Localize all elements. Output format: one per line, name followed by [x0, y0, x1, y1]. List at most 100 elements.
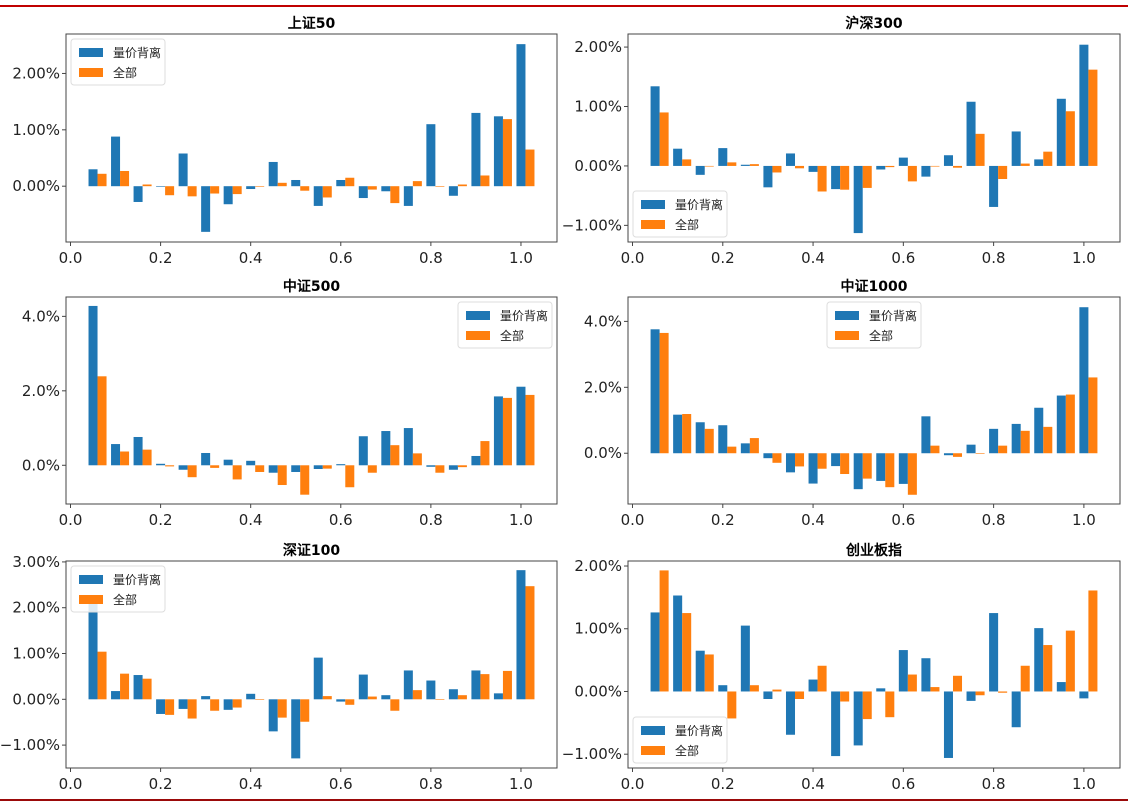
bar-divergence [718, 685, 728, 692]
bar-divergence [650, 329, 660, 454]
bar-all [1043, 151, 1053, 166]
bar-all [817, 165, 827, 192]
bar-all [210, 699, 220, 711]
bar-all [390, 186, 400, 204]
x-tick-label: 1.0 [509, 249, 533, 267]
bar-divergence [246, 186, 256, 190]
bar-all [795, 453, 805, 467]
bar-all [232, 186, 242, 195]
axes-frame [627, 560, 1121, 769]
bar-divergence [88, 169, 98, 187]
bar-all [255, 699, 265, 700]
bar-divergence [381, 186, 391, 192]
x-tick-label: 0.8 [419, 775, 443, 793]
bar-all [817, 665, 827, 692]
legend-label: 量价背离 [113, 572, 161, 587]
bar-divergence [201, 696, 211, 700]
x-tick-label: 0.0 [621, 775, 645, 793]
bar-divergence [336, 464, 346, 466]
legend-swatch-all [79, 595, 103, 604]
bar-all [232, 699, 242, 708]
bar-all [345, 699, 355, 705]
x-tick-label: 0.2 [711, 249, 735, 267]
bar-divergence [1011, 423, 1021, 454]
bar-divergence [740, 164, 750, 166]
axes-frame [65, 296, 558, 505]
x-tick-label: 0.0 [59, 511, 83, 529]
bar-all [862, 453, 872, 479]
bar-all [727, 446, 737, 454]
y-tick-label: 1.00% [12, 645, 60, 663]
bar-divergence [156, 699, 166, 714]
panel-title: 中证500 [283, 278, 340, 295]
bar-divergence [133, 675, 143, 700]
y-tick-label: 4.0% [584, 312, 622, 330]
x-tick-label: 0.2 [149, 511, 173, 529]
bar-all [930, 165, 940, 167]
bar-all [1065, 630, 1075, 692]
bar-all [97, 376, 107, 466]
bar-divergence [1079, 691, 1089, 699]
bar-divergence [921, 658, 931, 692]
bar-all [704, 428, 714, 454]
bar-divergence [381, 695, 391, 700]
axes-frame [65, 560, 558, 769]
bar-all [704, 654, 714, 692]
legend-swatch-all [641, 220, 665, 229]
y-tick-label: 0.00% [12, 177, 60, 195]
y-tick-label: 2.00% [574, 38, 622, 56]
bar-all [749, 164, 759, 166]
bar-all [480, 175, 490, 187]
bar-all [952, 165, 963, 168]
bar-all [142, 449, 152, 466]
bar-divergence [493, 116, 503, 187]
y-tick-label: 2.0% [584, 378, 622, 396]
bar-divergence [516, 386, 526, 466]
bar-all [277, 182, 287, 187]
bar-all [300, 465, 310, 495]
bar-all [345, 177, 355, 187]
x-tick-label: 0.4 [239, 511, 263, 529]
y-tick-label: −1.00% [0, 736, 60, 754]
bar-all [165, 186, 175, 196]
y-tick-label: 4.0% [22, 307, 60, 325]
bar-all [97, 651, 107, 700]
bar-divergence [695, 650, 705, 692]
bar-divergence [493, 396, 503, 466]
bar-all [435, 186, 445, 187]
bar-all [435, 699, 445, 700]
panel-title: 上证50 [288, 16, 336, 32]
bar-all [862, 165, 872, 188]
bar-all [210, 465, 220, 468]
bar-all [457, 695, 467, 700]
bar-divergence [426, 680, 436, 700]
panel-title: 沪深300 [845, 15, 902, 32]
bar-divergence [1011, 131, 1021, 166]
bar-divergence [313, 657, 323, 700]
bar-all [255, 186, 265, 187]
bar-divergence [178, 699, 188, 709]
bar-divergence [201, 452, 211, 466]
bar-all [682, 414, 692, 454]
y-tick-label: 0.0% [22, 456, 60, 474]
bar-divergence [831, 453, 841, 467]
bar-all [120, 451, 130, 466]
axes-frame [627, 296, 1121, 505]
bar-divergence [358, 186, 368, 199]
panel-title: 中证1000 [841, 278, 908, 295]
panel-2: 中证500 0.0 0.2 0.4 0.6 0.8 1.0 0.0% 2.0% 4.0% 量价背离全… [22, 278, 558, 529]
bar-divergence [448, 465, 458, 470]
bar-divergence [291, 465, 301, 472]
bar-all [840, 453, 850, 475]
bar-all [187, 465, 197, 478]
bar-all [322, 696, 332, 700]
legend-swatch-all [79, 68, 103, 77]
bar-divergence [718, 148, 728, 166]
bar-divergence [808, 165, 818, 172]
x-tick-label: 0.8 [419, 249, 443, 267]
legend-swatch-divergence [466, 311, 490, 320]
